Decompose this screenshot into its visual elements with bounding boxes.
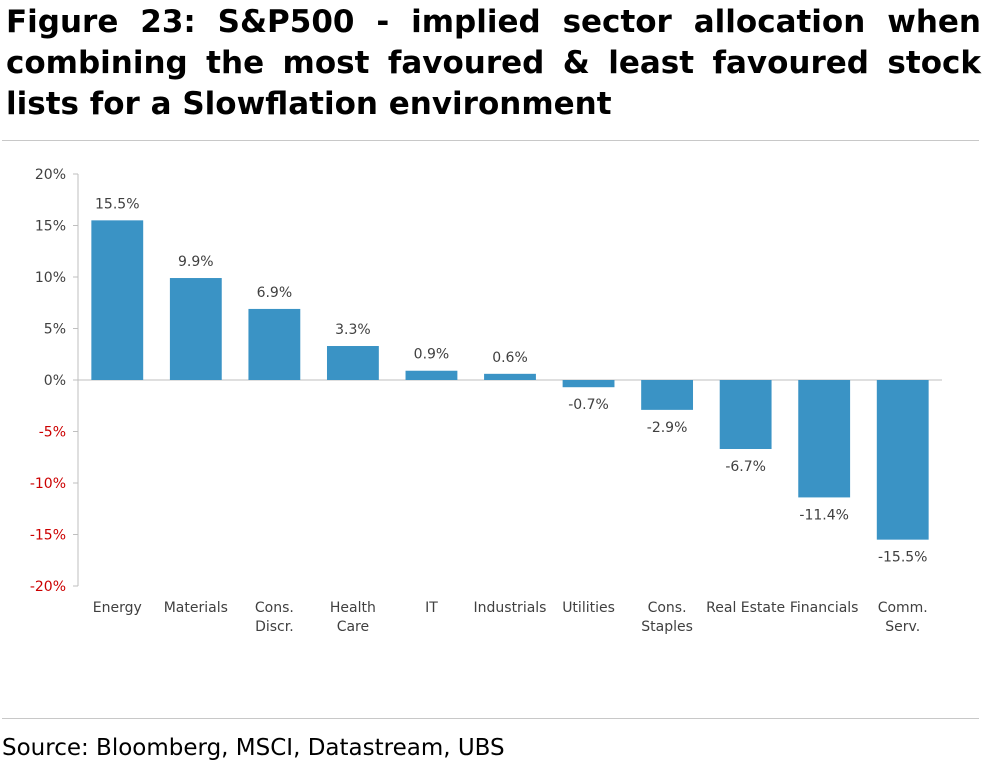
bar [484, 373, 536, 380]
x-tick-label: Cons. [648, 600, 687, 616]
bar [798, 380, 851, 498]
x-tick-label: Staples [641, 619, 693, 635]
y-tick-label: 0% [44, 373, 66, 389]
data-label: -2.9% [647, 420, 688, 436]
x-tick-label: Financials [790, 600, 859, 616]
data-label: -0.7% [568, 397, 609, 413]
bar-chart: 20% 15% 10% 5% 0% -5% -10% -15% -20% 15.5% Energy… [30, 167, 942, 635]
data-label: 0.9% [414, 347, 450, 363]
y-tick-label: 15% [35, 219, 66, 235]
x-tick-label: Discr. [255, 619, 294, 635]
y-tick-label: -15% [30, 528, 66, 544]
y-tick-label: 5% [44, 322, 66, 338]
y-tick-label: -10% [30, 476, 66, 492]
x-tick-label: Real Estate [706, 600, 785, 616]
source-note: Source: Bloomberg, MSCI, Datastream, UBS [2, 735, 505, 761]
x-tick-label: Health [330, 600, 376, 616]
y-tick-label: -5% [39, 425, 66, 441]
data-label: 0.6% [492, 350, 528, 366]
bar [248, 308, 301, 380]
data-label: 3.3% [335, 322, 371, 338]
chart-axes: 20% 15% 10% 5% 0% -5% -10% -15% -20% [30, 167, 942, 595]
x-tick-label: Materials [164, 600, 228, 616]
data-label: -11.4% [799, 507, 849, 523]
x-tick-label: Serv. [885, 619, 920, 635]
data-label: 6.9% [257, 285, 293, 301]
bar [719, 380, 772, 450]
x-tick-label: Utilities [562, 600, 615, 616]
y-tick-label: 10% [35, 270, 66, 286]
bar [326, 346, 379, 380]
data-label: -6.7% [725, 459, 766, 475]
chart-bars [91, 220, 929, 540]
x-tick-label: Cons. [255, 600, 294, 616]
bar [641, 380, 694, 410]
x-tick-label: Comm. [878, 600, 928, 616]
bar [169, 278, 222, 380]
bar [91, 220, 144, 380]
figure-title: Figure 23: S&P500 - implied sector alloc… [6, 4, 981, 122]
data-label: 9.9% [178, 254, 214, 270]
y-tick-label: 20% [35, 167, 66, 183]
x-tick-label: Industrials [474, 600, 547, 616]
x-tick-label: IT [425, 600, 438, 616]
x-tick-label: Energy [93, 600, 142, 616]
top-divider [2, 140, 979, 141]
data-label: -15.5% [878, 550, 928, 566]
x-tick-label: Care [337, 619, 369, 635]
bar [562, 380, 615, 388]
y-tick-label: -20% [30, 579, 66, 595]
bar [405, 370, 458, 380]
data-label: 15.5% [95, 196, 139, 212]
bar [876, 380, 929, 540]
bottom-divider [2, 718, 979, 719]
chart-labels: 15.5% Energy 9.9% Materials 6.9% Cons. Discr. 3… [93, 196, 928, 635]
